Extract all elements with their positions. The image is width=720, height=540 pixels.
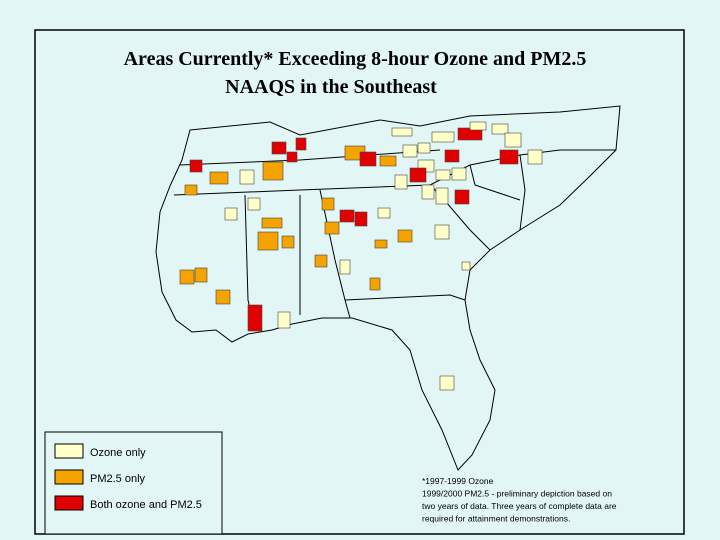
region-outline bbox=[155, 105, 621, 471]
area bbox=[321, 197, 335, 211]
legend-swatch bbox=[54, 443, 84, 459]
area bbox=[247, 304, 263, 332]
state-border bbox=[173, 149, 616, 331]
area bbox=[435, 187, 449, 205]
legend-label: Ozone only bbox=[90, 447, 146, 459]
area bbox=[435, 169, 451, 181]
area bbox=[224, 207, 238, 221]
area bbox=[451, 167, 467, 181]
area bbox=[339, 259, 351, 275]
area bbox=[434, 224, 450, 240]
footnote-line: 1999/2000 PM2.5 - preliminary depiction … bbox=[422, 489, 612, 499]
area bbox=[431, 131, 455, 143]
area bbox=[271, 141, 287, 155]
footnote-line: required for attainment demonstrations. bbox=[422, 514, 570, 524]
footnote-line: two years of data. Three years of comple… bbox=[422, 501, 617, 511]
area bbox=[354, 211, 368, 227]
area bbox=[247, 197, 261, 211]
area bbox=[261, 217, 283, 229]
area bbox=[281, 235, 295, 249]
area bbox=[439, 375, 455, 391]
area bbox=[179, 269, 195, 285]
area bbox=[314, 254, 328, 268]
area bbox=[377, 207, 391, 219]
footnote: *1997-1999 Ozone 1999/2000 PM2.5 - prelim… bbox=[422, 476, 617, 524]
area bbox=[239, 169, 255, 185]
legend-label: PM2.5 only bbox=[90, 473, 146, 485]
footnote-line: *1997-1999 Ozone bbox=[422, 476, 494, 486]
area bbox=[409, 167, 427, 183]
area bbox=[499, 149, 519, 165]
area bbox=[277, 311, 291, 329]
area bbox=[394, 174, 408, 190]
area bbox=[417, 142, 431, 154]
title-line: NAAQS in the Southeast bbox=[225, 76, 437, 98]
area bbox=[379, 155, 397, 167]
area bbox=[454, 189, 470, 205]
area bbox=[527, 149, 543, 165]
area bbox=[359, 151, 377, 167]
area bbox=[324, 221, 340, 235]
area bbox=[369, 277, 381, 291]
area bbox=[295, 137, 307, 151]
area bbox=[444, 149, 460, 163]
area bbox=[461, 261, 471, 271]
area bbox=[374, 239, 388, 249]
title-line: Areas Currently* Exceeding 8-hour Ozone … bbox=[124, 48, 587, 70]
area bbox=[286, 151, 298, 163]
area bbox=[184, 184, 198, 196]
area bbox=[215, 289, 231, 305]
legend-label: Both ozone and PM2.5 bbox=[90, 499, 202, 511]
area bbox=[491, 123, 509, 135]
area bbox=[504, 132, 522, 148]
area bbox=[189, 159, 203, 173]
area bbox=[257, 231, 279, 251]
area bbox=[194, 267, 208, 283]
area bbox=[402, 144, 418, 158]
nonattainment-areas bbox=[179, 121, 543, 391]
legend-swatch bbox=[54, 469, 84, 485]
legend: Ozone only PM2.5 only Both ozone and PM2.5 bbox=[54, 443, 202, 511]
area bbox=[262, 161, 284, 181]
map bbox=[155, 105, 621, 471]
area bbox=[397, 229, 413, 243]
area bbox=[339, 209, 355, 223]
legend-swatch bbox=[54, 495, 84, 511]
area bbox=[209, 171, 229, 185]
area bbox=[421, 184, 435, 200]
area bbox=[391, 127, 413, 137]
area bbox=[469, 121, 487, 131]
